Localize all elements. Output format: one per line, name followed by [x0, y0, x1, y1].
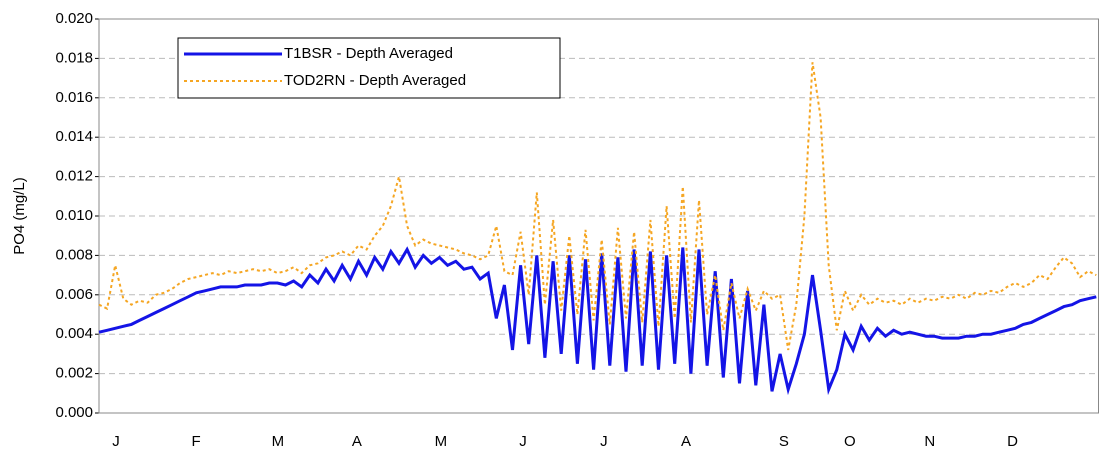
x-tick-label: J [519, 433, 527, 450]
x-tick-label: A [352, 433, 362, 450]
y-tick-label: 0.010 [55, 207, 93, 224]
x-tick-label: J [600, 433, 608, 450]
legend-box [177, 37, 561, 99]
y-tick-label: 0.000 [55, 404, 93, 421]
legend-label: TOD2RN - Depth Averaged [284, 72, 466, 89]
x-tick-label: N [924, 433, 935, 450]
y-tick-label: 0.008 [55, 246, 93, 263]
x-tick-label: A [681, 433, 691, 450]
series-line [98, 62, 1097, 351]
series-line [98, 246, 1097, 396]
y-tick-label: 0.014 [55, 128, 93, 145]
y-axis-label: PO4 (mg/L) [11, 177, 28, 255]
y-tick-label: 0.006 [55, 286, 93, 303]
legend-label: T1BSR - Depth Averaged [284, 45, 453, 62]
x-tick-label: F [191, 433, 200, 450]
x-tick-label: S [779, 433, 789, 450]
x-tick-label: M [272, 433, 285, 450]
x-tick-label: M [435, 433, 448, 450]
y-tick-label: 0.018 [55, 49, 93, 66]
y-tick-label: 0.016 [55, 89, 93, 106]
x-tick-label: D [1007, 433, 1018, 450]
y-tick-label: 0.020 [55, 10, 93, 27]
x-tick-label: J [112, 433, 120, 450]
x-tick-label: O [844, 433, 856, 450]
y-tick-label: 0.012 [55, 168, 93, 185]
y-tick-label: 0.004 [55, 325, 93, 342]
y-tick-label: 0.002 [55, 365, 93, 382]
